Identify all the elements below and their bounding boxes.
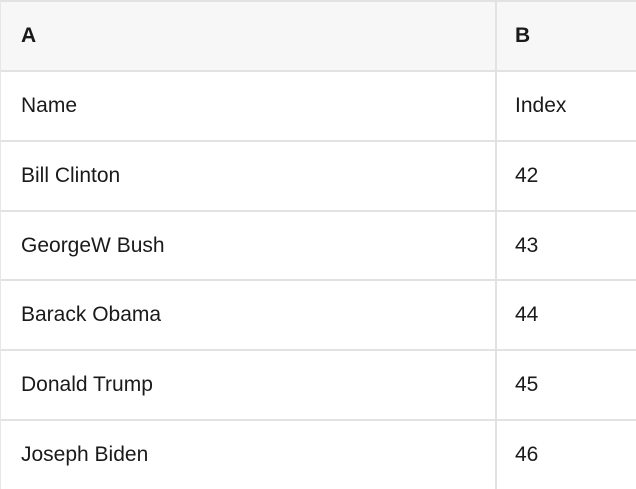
table-row: Joseph Biden 46	[1, 419, 636, 489]
table-cell-index[interactable]: 42	[515, 163, 539, 187]
table-cell-name[interactable]: Donald Trump	[1, 351, 497, 420]
table-row: Donald Trump 45	[1, 349, 636, 420]
table-row: Barack Obama 44	[1, 279, 636, 350]
table-row: GeorgeW Bush 43	[1, 209, 636, 280]
table-cell-index[interactable]: Index	[515, 93, 567, 117]
table-cell-index[interactable]: 44	[515, 303, 539, 327]
table-cell-name[interactable]: GeorgeW Bush	[1, 211, 497, 280]
table-row: Bill Clinton 42	[1, 139, 636, 210]
table-header-row: A B	[1, 2, 636, 70]
column-header-b[interactable]: B	[515, 23, 531, 47]
table-cell-name[interactable]: Name	[1, 71, 497, 140]
table-row: Name Index	[1, 69, 636, 140]
table-cell-index[interactable]: 45	[515, 373, 539, 397]
table-cell-name[interactable]: Barack Obama	[1, 281, 497, 350]
table-cell-name[interactable]: Bill Clinton	[1, 141, 497, 210]
column-header-a[interactable]: A	[1, 2, 497, 70]
table-cell-index[interactable]: 46	[515, 443, 539, 467]
table-cell-index[interactable]: 43	[515, 233, 539, 257]
table-cell-name[interactable]: Joseph Biden	[1, 421, 497, 489]
